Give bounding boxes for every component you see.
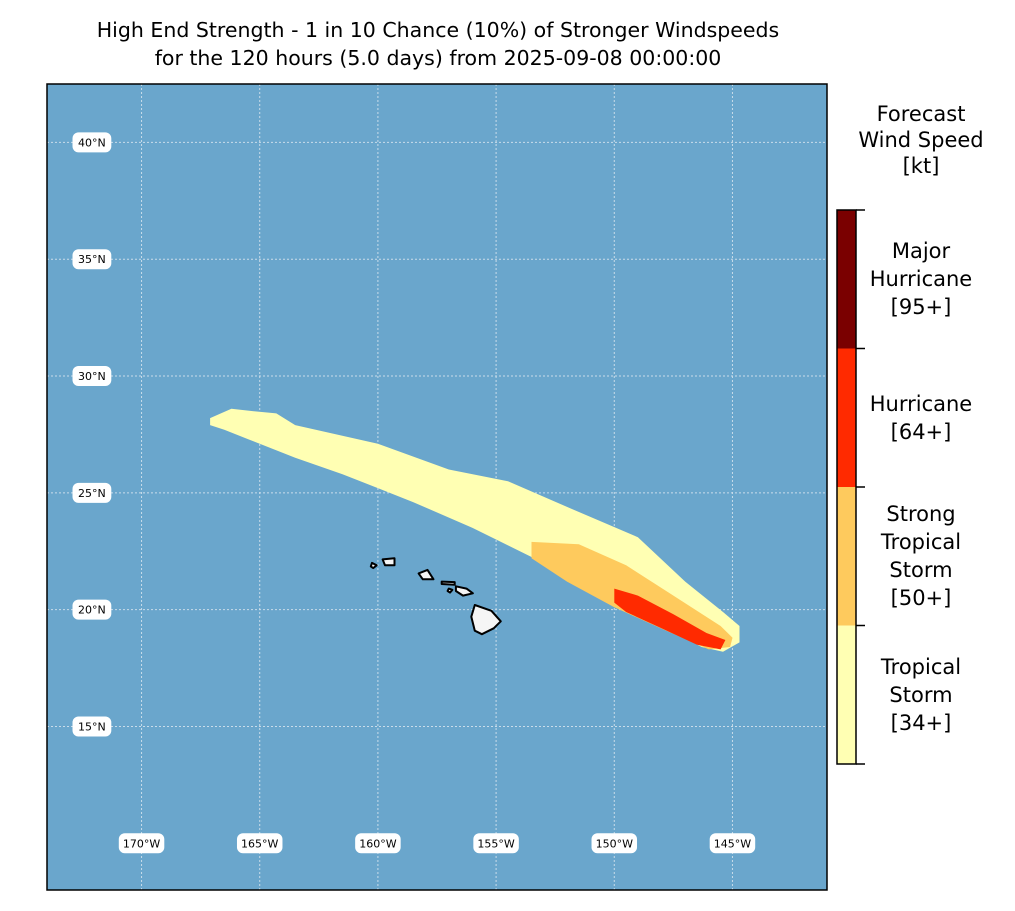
svg-text:165°W: 165°W [241, 837, 278, 850]
svg-text:170°W: 170°W [123, 837, 160, 850]
svg-text:25°N: 25°N [78, 487, 106, 500]
tick-labels: 40°N 35°N 30°N 25°N 20°N 15°N 170°W 165°W 160°W 1… [72, 132, 756, 854]
svg-text:160°W: 160°W [359, 837, 396, 850]
svg-text:15°N: 15°N [78, 720, 106, 733]
colorbar [836, 209, 865, 765]
lat-label-35-n: 35°N [72, 249, 112, 270]
colorbar-label-line: Hurricane [869, 391, 973, 416]
lat-label-40-n: 40°N [72, 132, 112, 153]
lat-label-15-n: 15°N [72, 716, 112, 737]
hawaiian-islands [369, 557, 502, 636]
lat-label-30-n: 30°N [72, 366, 112, 387]
wind-zone-hurricane [614, 588, 726, 650]
colorbar-swatch-strong-tropical-storm-50 [837, 487, 856, 626]
wind-zones [210, 408, 740, 652]
colorbar-label-line: Storm [889, 558, 953, 583]
svg-text:155°W: 155°W [477, 837, 514, 850]
colorbar-label-line: Major [891, 239, 951, 264]
lon-label-170-w: 170°W [118, 833, 165, 854]
svg-text:145°W: 145°W [714, 837, 751, 850]
svg-text:35°N: 35°N [78, 253, 106, 266]
colorbar-label-line: [95+] [890, 295, 952, 320]
colorbar-title-line: [kt] [902, 154, 940, 178]
svg-text:40°N: 40°N [78, 136, 106, 149]
map-title-line-1: High End Strength - 1 in 10 Chance (10%)… [96, 18, 780, 42]
island-maui [454, 585, 474, 597]
colorbar-title-line: Wind Speed [858, 128, 984, 152]
colorbar-label-line: [50+] [890, 586, 952, 611]
colorbar-label-line: Storm [889, 682, 953, 707]
lon-label-165-w: 165°W [236, 833, 283, 854]
colorbar-label-line: Strong [886, 502, 956, 527]
colorbar-label-major-hurricane-95: Major Hurricane [95+] [866, 237, 976, 321]
colorbar-swatch-tropical-storm-34 [837, 625, 856, 764]
colorbar-label-hurricane-64: Hurricane [64+] [866, 390, 976, 446]
lon-label-155-w: 155°W [473, 833, 519, 854]
colorbar-swatch-hurricane-64 [837, 348, 856, 487]
map-title-line-2: for the 120 hours (5.0 days) from 2025-0… [154, 46, 722, 70]
map-frame [46, 83, 828, 891]
lat-label-25-n: 25°N [72, 482, 112, 503]
island-niihau [369, 561, 378, 570]
lon-label-150-w: 150°W [591, 833, 638, 854]
island-molokai [440, 580, 456, 586]
colorbar-label-line: [64+] [890, 419, 952, 444]
svg-text:30°N: 30°N [78, 370, 106, 383]
island-kauai [381, 557, 396, 567]
island-lanai [446, 587, 454, 594]
colorbar-label-strong-tropical-storm-50: Strong Tropical Storm [50+] [866, 500, 976, 612]
svg-text:150°W: 150°W [596, 837, 633, 850]
island-oahu [417, 568, 435, 581]
colorbar-label-tropical-storm-34: Tropical Storm [34+] [866, 653, 976, 737]
island-hawaii [470, 604, 502, 636]
colorbar-swatch-major-hurricane-95 [837, 210, 856, 349]
colorbar-label-line: Tropical [880, 530, 962, 555]
lat-label-20-n: 20°N [72, 599, 112, 620]
lon-label-160-w: 160°W [355, 833, 401, 854]
lon-label-145-w: 145°W [709, 833, 756, 854]
colorbar-title-line: Forecast [876, 102, 966, 126]
svg-text:20°N: 20°N [78, 604, 106, 617]
colorbar-label-line: Hurricane [869, 267, 973, 292]
colorbar-title: Forecast Wind Speed [kt] [836, 101, 1006, 179]
colorbar-label-line: [34+] [890, 710, 952, 735]
colorbar-label-line: Tropical [880, 654, 962, 679]
